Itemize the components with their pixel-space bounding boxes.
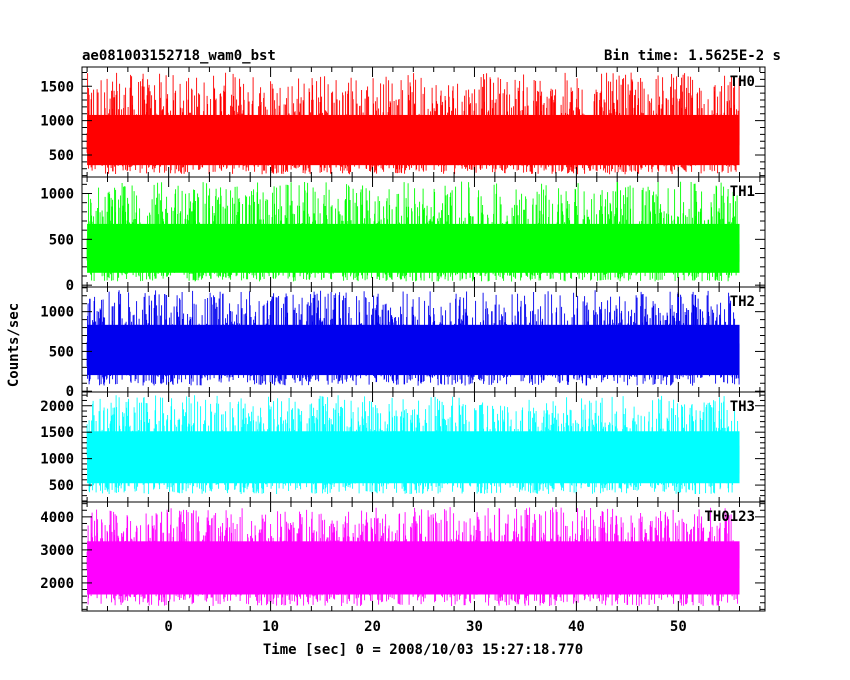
x-tick-label: 10 (262, 619, 279, 635)
panel-label-th0123: TH0123 (704, 509, 755, 525)
y-tick-label: 500 (49, 344, 74, 360)
y-tick-label: 1000 (40, 452, 74, 468)
y-tick-label: 1500 (40, 79, 74, 95)
y-tick-label: 1000 (40, 305, 74, 321)
x-tick-label: 50 (670, 619, 687, 635)
y-tick-label: 4000 (40, 510, 74, 526)
y-tick-label: 500 (49, 478, 74, 494)
panel-th0: 500 1000 1500 TH0 (40, 66, 766, 178)
series-band-th2 (87, 324, 740, 376)
panel-label-th3: TH3 (730, 399, 755, 415)
panel-label-th1: TH1 (730, 184, 755, 200)
x-tick-label: 40 (568, 619, 585, 635)
y-tick-label: 500 (49, 232, 74, 248)
chart-title-right: Bin time: 1.5625E-2 s (604, 48, 781, 64)
y-tick-label: 1000 (40, 187, 74, 203)
x-tick-label: 0 (164, 619, 172, 635)
series-band-th3 (87, 431, 740, 484)
y-tick-label: 1500 (40, 425, 74, 441)
series-band-th0 (87, 114, 740, 166)
panel-th0123: 2000 3000 4000 TH0123 (40, 501, 766, 612)
x-tick-label: 30 (466, 619, 483, 635)
panel-label-th0: TH0 (730, 74, 755, 90)
y-tick-label: 3000 (40, 543, 74, 559)
chart-title-left: ae081003152718_wam0_bst (82, 48, 276, 64)
panel-th3: 500 1000 1500 2000 TH3 (40, 391, 766, 503)
y-tick-label: 2000 (40, 399, 74, 415)
y-axis-label: Counts/sec (6, 303, 22, 387)
x-axis-label: Time [sec] 0 = 2008/10/03 15:27:18.770 (263, 642, 583, 658)
y-tick-label: 0 (66, 278, 74, 294)
series-band-th1 (87, 223, 740, 273)
y-tick-label: 2000 (40, 576, 74, 592)
series-band-th0123 (87, 541, 740, 595)
panel-th1: 0 500 1000 TH1 (40, 176, 766, 294)
panel-th2: 0 500 1000 TH2 (40, 286, 766, 400)
y-tick-label: 500 (49, 148, 74, 164)
panel-label-th2: TH2 (730, 294, 755, 310)
y-tick-label: 0 (66, 384, 74, 400)
x-tick-label: 20 (364, 619, 381, 635)
y-tick-label: 1000 (40, 114, 74, 130)
